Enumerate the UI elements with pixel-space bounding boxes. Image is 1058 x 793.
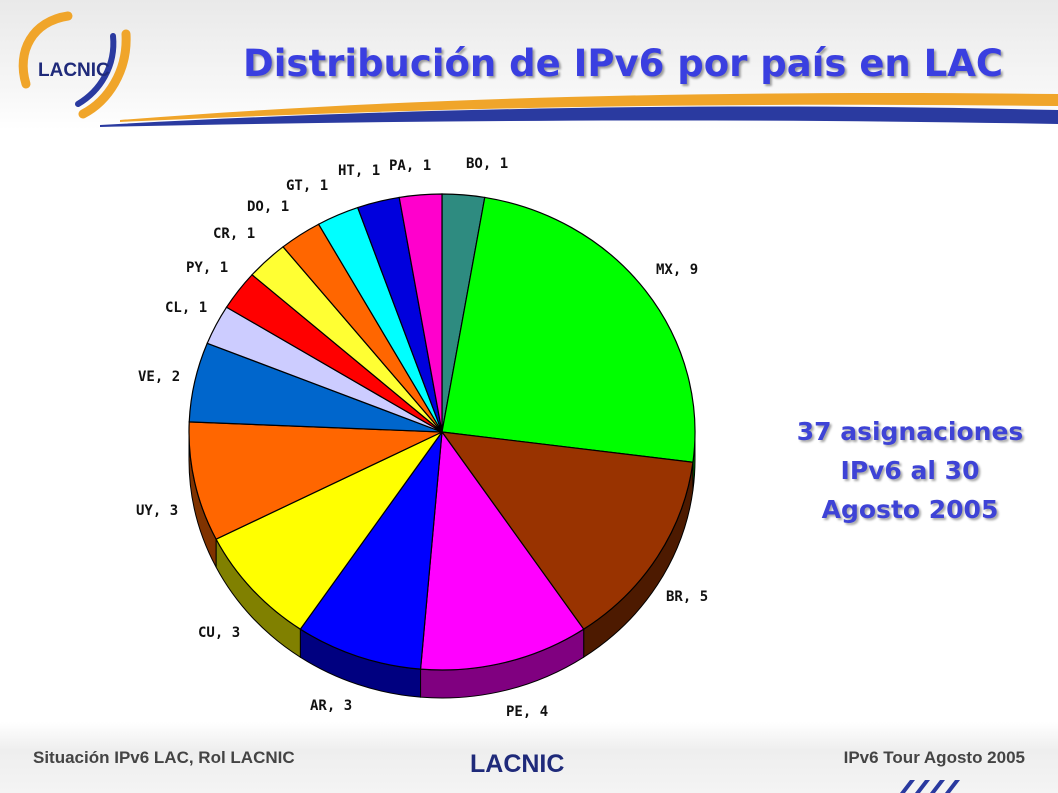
- pie-label-mx: MX, 9: [656, 262, 698, 278]
- pie-slice-ar: [299, 429, 443, 670]
- pie-label-cu: CU, 3: [198, 625, 240, 641]
- footer-logo-text: LACNIC: [470, 750, 564, 778]
- pie-label-br: BR, 5: [666, 589, 708, 605]
- footer-left-text: Situación IPv6 LAC, Rol LACNIC: [33, 748, 295, 767]
- pie-label-gt: GT, 1: [286, 178, 328, 194]
- header-swoosh: [100, 93, 1058, 127]
- note-line-3: Agosto 2005: [821, 495, 999, 524]
- pie-label-ve: VE, 2: [138, 369, 180, 385]
- footer-right-text: IPv6 Tour Agosto 2005: [843, 748, 1025, 767]
- pie-label-ht: HT, 1: [338, 163, 380, 179]
- lacnic-logo: LACNIC: [18, 11, 131, 119]
- note-line-2: IPv6 al 30: [840, 456, 980, 485]
- assignments-note: 37 asignaciones IPv6 al 30 Agosto 2005: [770, 412, 1050, 529]
- pie-label-cr: CR, 1: [213, 226, 255, 242]
- footer-lacnic-logo: LACNIC: [470, 750, 564, 778]
- page-title: Distribución de IPv6 por país en LAC: [243, 42, 1003, 85]
- pie-slice-uy: [188, 421, 443, 540]
- pie-slice-cu: [215, 431, 443, 630]
- pie-label-do: DO, 1: [247, 199, 289, 215]
- pie-label-pe: PE, 4: [506, 704, 548, 720]
- pie-label-cl: CL, 1: [165, 300, 207, 316]
- pie-slice-mx: [441, 196, 696, 463]
- pie-label-ar: AR, 3: [310, 698, 352, 714]
- pie-label-uy: UY, 3: [136, 503, 178, 519]
- pie-label-bo: BO, 1: [466, 156, 508, 172]
- footer-background: [0, 722, 1058, 793]
- footer-stripes: [900, 780, 960, 793]
- pie-label-py: PY, 1: [186, 260, 228, 276]
- pie-slices: [188, 193, 696, 671]
- note-line-1: 37 asignaciones: [796, 417, 1024, 446]
- pie-slice-pe: [419, 430, 585, 671]
- pie-chart: BO, 1 MX, 9 BR, 5 PE, 4 AR, 3 CU, 3 UY, 3 VE, 2…: [136, 156, 708, 720]
- pie-labels: BO, 1 MX, 9 BR, 5 PE, 4 AR, 3 CU, 3 UY, 3 VE, 2…: [136, 156, 708, 720]
- pie-slice-br: [440, 431, 694, 630]
- pie-label-pa: PA, 1: [389, 158, 431, 174]
- logo-text: LACNIC: [38, 60, 110, 81]
- pie-slice-pa: [398, 193, 443, 433]
